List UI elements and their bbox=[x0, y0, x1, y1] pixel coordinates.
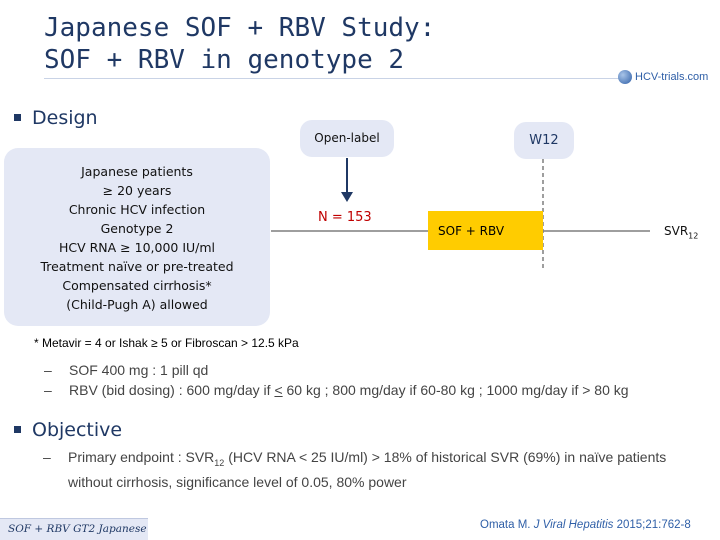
patient-criteria-list: Japanese patients ≥ 20 years Chronic HCV… bbox=[4, 162, 270, 314]
objective-text-a: Primary endpoint : SVR bbox=[68, 449, 215, 465]
dash-glyph: – bbox=[43, 449, 51, 465]
criteria-line: Compensated cirrhosis* bbox=[62, 278, 212, 293]
treatment-arm-label: SOF + RBV bbox=[438, 224, 505, 238]
citation-journal: J Viral Hepatitis bbox=[533, 519, 614, 531]
footer-tag: SOF + RBV GT2 Japanese bbox=[8, 523, 147, 535]
slide-title: Japanese SOF + RBV Study: SOF + RBV in g… bbox=[44, 12, 564, 76]
criteria-line: HCV RNA ≥ 10,000 IU/ml bbox=[58, 240, 216, 255]
dosing-rbv: – RBV (bid dosing) : 600 mg/day if < 60 k… bbox=[44, 381, 629, 399]
criteria-line: Chronic HCV infection bbox=[68, 202, 206, 217]
citation-author: Omata M. bbox=[480, 519, 534, 531]
open-label-text: Open-label bbox=[314, 131, 380, 145]
sample-size-label: N = 153 bbox=[318, 210, 372, 225]
citation-ref: 2015;21:762-8 bbox=[613, 519, 691, 531]
objective-text: Primary endpoint : SVR12 (HCV RNA < 25 I… bbox=[68, 448, 688, 492]
citation: Omata M. J Viral Hepatitis 2015;21:762-8 bbox=[480, 518, 691, 532]
criteria-line: Japanese patients bbox=[81, 164, 193, 179]
dosing-sof: – SOF 400 mg : 1 pill qd bbox=[44, 361, 208, 379]
dosing-rbv-text-b: 60 kg ; 800 mg/day if 60-80 kg ; 1000 mg… bbox=[282, 382, 629, 398]
svr-sub: 12 bbox=[688, 231, 699, 241]
globe-icon bbox=[618, 70, 632, 84]
title-line-2: SOF + RBV in genotype 2 bbox=[44, 45, 405, 75]
treatment-arm-bar bbox=[428, 211, 543, 250]
design-heading: Design bbox=[32, 107, 98, 129]
cirrhosis-footnote: * Metavir = 4 or Ishak ≥ 5 or Fibroscan … bbox=[34, 336, 299, 350]
dosing-rbv-text-a: RBV (bid dosing) : 600 mg/day if bbox=[69, 382, 275, 398]
footer-tag-box bbox=[0, 518, 148, 540]
dosing-sof-text: SOF 400 mg : 1 pill qd bbox=[69, 362, 209, 378]
site-logo: HCV-trials.com bbox=[618, 69, 720, 85]
objective-text-b: (HCV RNA < 25 IU/ml) > 18% of historical… bbox=[68, 449, 667, 490]
criteria-line: (Child-Pugh A) allowed bbox=[66, 297, 208, 312]
bullet-square-icon bbox=[14, 114, 21, 121]
objective-sub: 12 bbox=[214, 457, 225, 468]
week-12-label: W12 bbox=[529, 133, 559, 148]
criteria-line: Genotype 2 bbox=[100, 221, 174, 236]
dash-glyph: – bbox=[44, 382, 52, 398]
title-line-1: Japanese SOF + RBV Study: bbox=[44, 13, 436, 43]
logo-text: HCV-trials.com bbox=[635, 71, 709, 83]
open-label-arrow-head bbox=[341, 192, 353, 202]
dash-glyph: – bbox=[44, 362, 52, 378]
dosing-rbv-lte: < bbox=[274, 382, 283, 398]
svr-main: SVR bbox=[664, 224, 689, 238]
objective-heading: Objective bbox=[32, 419, 123, 441]
title-divider bbox=[44, 78, 624, 79]
week-12-box bbox=[514, 122, 574, 159]
open-label-box bbox=[300, 120, 394, 157]
svr-endpoint-label: SVR12 bbox=[664, 224, 698, 243]
criteria-line: ≥ 20 years bbox=[102, 183, 172, 198]
bullet-square-icon bbox=[14, 426, 21, 433]
patient-criteria-box bbox=[4, 148, 270, 326]
criteria-line: Treatment naïve or pre-treated bbox=[40, 259, 234, 274]
